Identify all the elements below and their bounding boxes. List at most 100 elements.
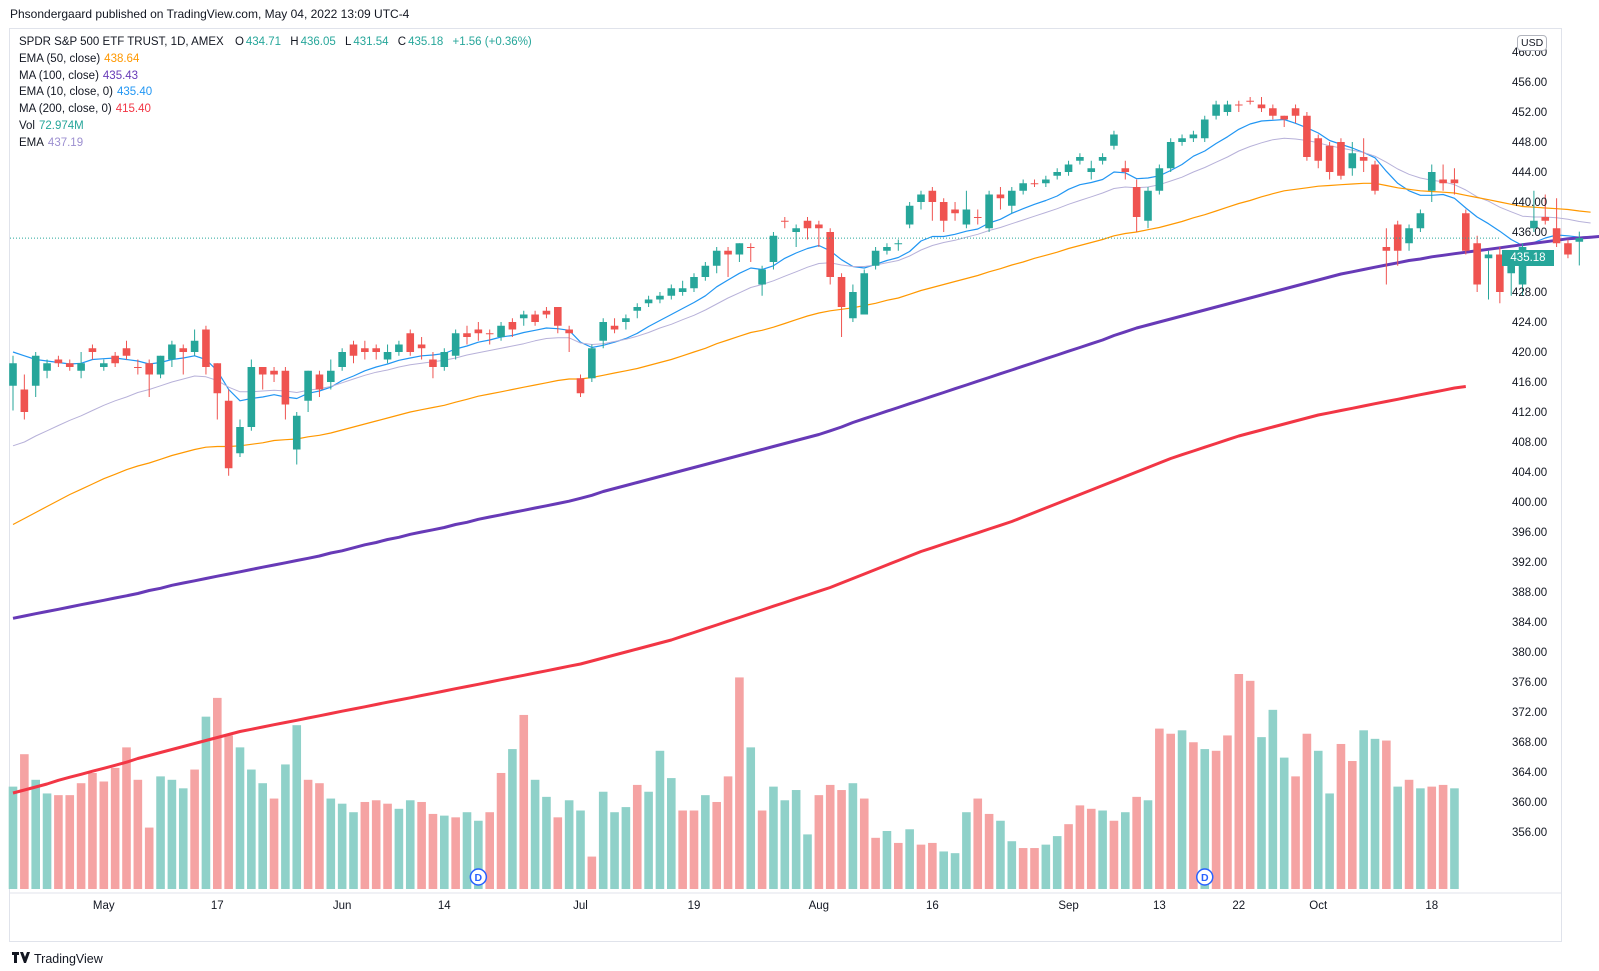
candle-body: [1462, 213, 1470, 251]
close-label: C: [397, 36, 407, 48]
volume-bar: [1223, 735, 1232, 889]
candle-body: [168, 344, 176, 360]
candle-body: [985, 194, 993, 229]
volume-bar: [1143, 800, 1153, 889]
legend-ema10[interactable]: EMA (10, close, 0) 435.40: [19, 84, 534, 101]
currency-badge[interactable]: USD: [1517, 35, 1548, 51]
candle-body: [735, 243, 744, 255]
volume-bar: [1189, 742, 1198, 889]
volume-bar: [1427, 786, 1437, 889]
candle-body: [281, 370, 290, 405]
volume-bar: [950, 853, 960, 889]
ma200-value: 415.40: [115, 103, 151, 116]
open-label: O: [234, 36, 244, 48]
volume-bar: [1018, 848, 1028, 889]
volume-bar: [1234, 674, 1244, 889]
y-tick-label: 380.00: [1512, 647, 1547, 659]
series-line: [12, 182, 1591, 526]
candle-body: [1189, 134, 1198, 139]
volume-bar: [1109, 820, 1119, 889]
candle-body: [361, 348, 369, 352]
candle-body: [497, 325, 505, 337]
candle-body: [508, 322, 517, 330]
series-line: [12, 137, 1591, 447]
volume-bar: [144, 827, 154, 889]
volume-bar: [1336, 743, 1346, 889]
candle-body: [599, 322, 607, 341]
ema-extra-label: EMA: [19, 136, 44, 149]
candle-body: [1496, 254, 1504, 292]
candle-body: [1064, 164, 1073, 172]
candle-body: [905, 205, 914, 225]
tradingview-logo-icon: [12, 951, 30, 966]
candle-body: [1008, 190, 1016, 206]
candle-body: [338, 352, 346, 367]
y-tick-label: 452.00: [1512, 107, 1547, 119]
volume-bar: [519, 714, 529, 889]
legend-volume[interactable]: Vol 72.974M: [19, 118, 534, 135]
candle-body: [190, 340, 199, 352]
volume-bar: [508, 749, 517, 889]
candle-body: [996, 194, 1005, 199]
candle-body: [54, 359, 63, 364]
candle-body: [1257, 104, 1266, 109]
candle-body: [1552, 228, 1561, 244]
candle-body: [576, 378, 585, 394]
chart-legend: SPDR S&P 500 ETF TRUST, 1D, AMEX O 434.71…: [19, 34, 534, 152]
volume-bar: [133, 779, 143, 889]
legend-ema-extra[interactable]: EMA 437.19: [19, 135, 534, 152]
candle-body: [1575, 238, 1584, 242]
legend-ma100[interactable]: MA (100, close) 435.43: [19, 68, 534, 85]
candle-body: [1427, 172, 1436, 191]
ema-extra-value: 437.19: [47, 136, 84, 149]
footer-brand[interactable]: TradingView: [12, 951, 103, 966]
candle-body: [610, 325, 619, 330]
volume-bar: [1416, 788, 1425, 889]
low-label: L: [344, 36, 352, 48]
y-tick-label: 440.00: [1512, 197, 1547, 209]
candle-body: [315, 374, 324, 390]
footer-brand-label: TradingView: [34, 951, 103, 966]
x-tick-label: Sep: [1058, 900, 1078, 912]
ema10-label: EMA (10, close, 0): [19, 86, 113, 99]
candle-body: [1348, 153, 1357, 169]
legend-ema50[interactable]: EMA (50, close) 438.64: [19, 51, 534, 68]
legend-ma200[interactable]: MA (200, close, 0) 415.40: [19, 101, 534, 118]
candle-body: [1246, 100, 1254, 102]
volume-bar: [859, 798, 869, 889]
y-tick-label: 400.00: [1512, 497, 1547, 509]
candle-body: [928, 190, 937, 202]
y-tick-label: 436.00: [1512, 227, 1547, 239]
candle-body: [531, 314, 539, 322]
candle-body: [701, 265, 710, 277]
volume-bar: [451, 817, 460, 889]
candle-body: [746, 247, 755, 248]
y-tick-label: 448.00: [1512, 137, 1547, 149]
candle-body: [202, 329, 210, 367]
legend-symbol-row[interactable]: SPDR S&P 500 ETF TRUST, 1D, AMEX O 434.71…: [19, 34, 534, 51]
volume-bar: [462, 812, 472, 889]
candle-body: [1223, 104, 1232, 112]
y-tick-label: 424.00: [1512, 317, 1547, 329]
x-tick-label: 16: [926, 900, 939, 912]
candle-body: [973, 217, 982, 218]
candle-body: [1473, 243, 1481, 285]
candle-body: [1076, 157, 1084, 161]
candle-body: [1303, 115, 1311, 157]
volume-bar: [1177, 730, 1187, 889]
candle-body: [849, 292, 857, 319]
y-tick-label: 420.00: [1512, 347, 1547, 359]
candle-body: [1212, 104, 1220, 116]
volume-bar: [1291, 776, 1300, 889]
y-tick-label: 456.00: [1512, 77, 1547, 89]
volume-bar: [1166, 733, 1175, 889]
ma100-value: 435.43: [102, 69, 139, 82]
chart-frame[interactable]: [9, 28, 1562, 942]
volume-bar: [655, 750, 665, 889]
candle-body: [894, 243, 903, 245]
candle-body: [678, 288, 687, 292]
volume-bar: [723, 776, 733, 889]
candle-body: [1405, 228, 1413, 244]
candle-body: [1371, 164, 1379, 191]
